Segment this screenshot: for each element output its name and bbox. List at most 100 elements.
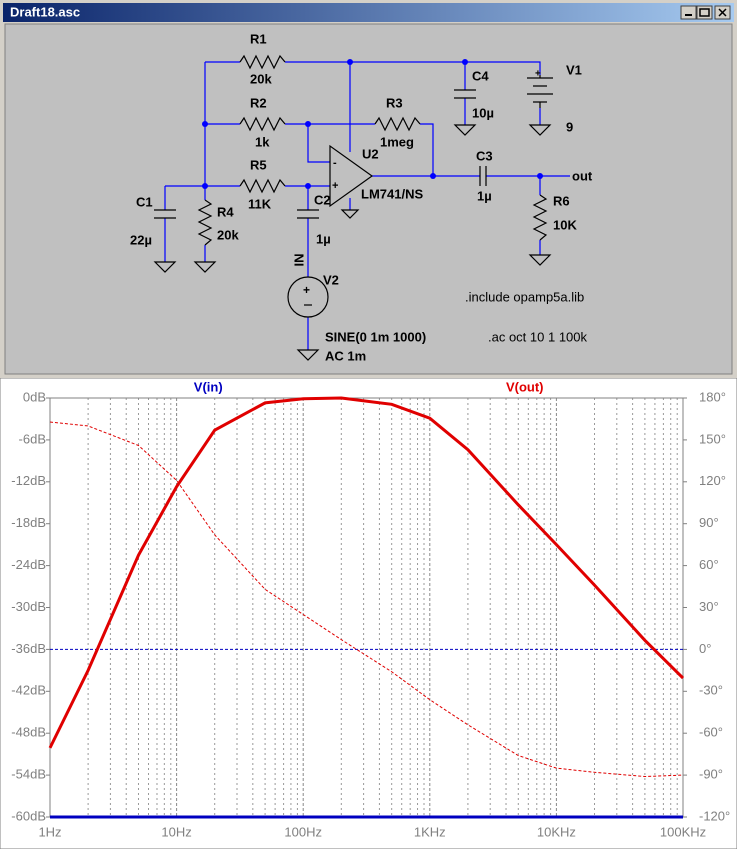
x-tick-label: 1KHz — [414, 824, 446, 839]
y-tick-label: -54dB — [11, 767, 46, 782]
schematic-element — [239, 116, 286, 132]
y-tick-label: -36dB — [11, 641, 46, 656]
schematic-element: 20k — [250, 71, 272, 86]
x-tick-label: 1Hz — [38, 824, 61, 839]
schematic-element — [202, 121, 208, 127]
y-tick-label: 0dB — [23, 389, 46, 404]
magnitude-line — [48, 396, 685, 749]
schematic-element: R4 — [217, 204, 234, 219]
y-tick-label: -6dB — [19, 431, 46, 446]
schematic-element — [153, 124, 552, 361]
y-tick-label: -42dB — [11, 683, 46, 698]
schematic-element — [197, 199, 213, 246]
schematic-element — [532, 194, 548, 241]
y2-tick-label: 60° — [699, 557, 719, 572]
y2-tick-label: 120° — [699, 473, 726, 488]
x-tick-label: 100KHz — [660, 824, 706, 839]
schematic-element — [239, 54, 286, 70]
y2-tick-label: -60° — [699, 725, 723, 740]
schematic-element: 1µ — [477, 188, 492, 203]
schematic-element: R1 — [250, 31, 267, 46]
legend-entry[interactable]: V(in) — [194, 379, 223, 394]
schematic-element — [718, 8, 727, 17]
schematic-element: LM741/NS — [361, 186, 423, 201]
plot-background — [0, 378, 737, 849]
y-tick-label: -48dB — [11, 725, 46, 740]
y2-tick-label: -30° — [699, 683, 723, 698]
schematic-canvas[interactable] — [4, 23, 733, 375]
schematic-element — [527, 75, 553, 108]
schematic-element: .ac oct 10 1 100k — [488, 329, 588, 344]
schematic-element: 9 — [566, 119, 573, 134]
y2-tick-label: 0° — [699, 641, 711, 656]
schematic-labels: R1 20k R2 1k R3 1meg R5 11K C1 22µ R4 20k C2 1µ… — [130, 31, 593, 363]
schematic-element: C1 — [136, 194, 153, 209]
schematic-element: IN — [291, 254, 306, 267]
y2-tick-label: 90° — [699, 515, 719, 530]
title-bar — [3, 3, 734, 22]
y-tick-label: -60dB — [11, 808, 46, 823]
schematic-element: V1 — [566, 62, 582, 77]
schematic-element: R6 — [553, 193, 570, 208]
schematic-element: C4 — [472, 68, 489, 83]
schematic-element — [347, 59, 353, 65]
legend-entry[interactable]: V(out) — [506, 379, 544, 394]
schematic-element: 10µ — [472, 105, 494, 120]
schematic-element: R2 — [250, 95, 267, 110]
schematic-element — [202, 183, 208, 189]
schematic-element — [680, 5, 697, 20]
x-tick-label: 100Hz — [284, 824, 322, 839]
schematic-element: + — [303, 283, 310, 297]
schematic-element: + — [535, 69, 541, 80]
schematic-element: SINE(0 1m 1000) — [325, 329, 426, 344]
schematic-element: R5 — [250, 157, 267, 172]
schematic-element — [699, 8, 710, 17]
y-tick-label: -24dB — [11, 557, 46, 572]
waveform-window: 1Hz 10Hz 100Hz 1KHz 10KHz 100KHz 0dB -6dB -12dB -… — [0, 378, 737, 849]
schematic-element — [329, 144, 374, 208]
schematic-element: R3 — [386, 95, 403, 110]
y-tick-label: -18dB — [11, 515, 46, 530]
schematic-element: AC 1m — [325, 348, 366, 363]
components[interactable]: + - + + — [153, 54, 553, 361]
y-tick-label: -30dB — [11, 599, 46, 614]
phase-line — [49, 421, 684, 777]
schematic-element — [239, 178, 286, 194]
y2-tick-label: 150° — [699, 431, 726, 446]
window-title: Draft18.asc — [10, 4, 80, 19]
schematic-element — [305, 183, 311, 189]
schematic-element: 22µ — [130, 232, 152, 247]
schematic-element — [374, 116, 421, 132]
y2-tick-label: -120° — [699, 808, 730, 823]
y-tick-label: -12dB — [11, 473, 46, 488]
schematic-element — [154, 89, 487, 219]
schematic-element — [430, 173, 436, 179]
schematic-element: - — [333, 157, 337, 169]
schematic-element: 11K — [248, 196, 272, 211]
schematic-element: out — [572, 168, 593, 183]
schematic-element: C3 — [476, 148, 493, 163]
schematic-element: .include opamp5a.lib — [465, 289, 584, 304]
schematic-window: Draft18.asc + - + + R1 20k R2 1k R3 1meg R5 1… — [0, 0, 737, 378]
schematic-element: V2 — [323, 272, 339, 287]
x-tick-label: 10KHz — [537, 824, 576, 839]
window-buttons[interactable] — [680, 5, 731, 20]
wires — [164, 59, 570, 350]
y2-tick-label: 180° — [699, 389, 726, 404]
schematic-element: 10K — [553, 217, 577, 232]
schematic-element — [287, 276, 329, 318]
x-tick-label: 10Hz — [161, 824, 191, 839]
schematic-element — [537, 173, 543, 179]
schematic-element: U2 — [362, 146, 379, 161]
y2-tick-label: 30° — [699, 599, 719, 614]
schematic-element — [305, 121, 311, 127]
schematic-element: 1meg — [380, 134, 414, 149]
y2-tick-label: -90° — [699, 767, 723, 782]
schematic-element — [462, 59, 468, 65]
schematic-element: 20k — [217, 227, 239, 242]
schematic-element: + — [332, 180, 338, 192]
schematic-element: 1µ — [316, 231, 331, 246]
schematic-element: C2 — [314, 192, 331, 207]
schematic-element: 1k — [255, 134, 270, 149]
